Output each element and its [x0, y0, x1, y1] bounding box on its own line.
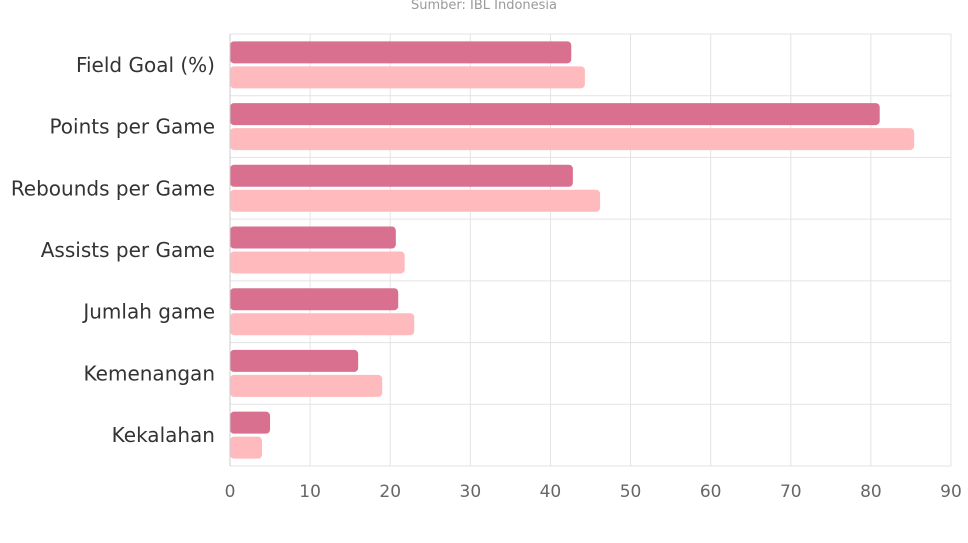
x-tick-label: 50	[620, 482, 642, 502]
x-tick-label: 60	[700, 482, 722, 502]
bar-series-b	[230, 128, 915, 151]
x-tick-label: 30	[460, 482, 482, 502]
bar-series-b	[230, 251, 405, 274]
category-label: Points per Game	[49, 115, 215, 139]
bar-series-a	[230, 288, 399, 311]
category-label: Assists per Game	[41, 238, 215, 262]
category-label: Kemenangan	[84, 361, 215, 385]
bar-series-b	[230, 436, 263, 459]
bar-series-a	[230, 226, 396, 249]
category-label: Field Goal (%)	[76, 53, 215, 77]
x-tick-label: 20	[379, 482, 401, 502]
x-tick-label: 40	[540, 482, 562, 502]
bar-series-b	[230, 374, 383, 397]
category-label: Rebounds per Game	[11, 176, 215, 200]
bar-series-a	[230, 41, 572, 64]
x-tick-label: 0	[225, 482, 236, 502]
bar-series-b	[230, 66, 585, 89]
bar-series-a	[230, 411, 271, 434]
x-tick-label: 90	[940, 482, 962, 502]
x-tick-label: 70	[780, 482, 802, 502]
x-tick-label: 80	[860, 482, 882, 502]
x-tick-label: 10	[299, 482, 321, 502]
bar-series-a	[230, 103, 880, 126]
category-label: Kekalahan	[112, 423, 215, 447]
chart-subtitle: Sumber: IBL Indonesia	[410, 0, 558, 13]
bar-series-b	[230, 189, 601, 212]
category-label: Jumlah game	[81, 300, 215, 324]
bar-series-a	[230, 349, 359, 372]
bar-series-b	[230, 313, 415, 336]
bar-series-a	[230, 164, 573, 187]
